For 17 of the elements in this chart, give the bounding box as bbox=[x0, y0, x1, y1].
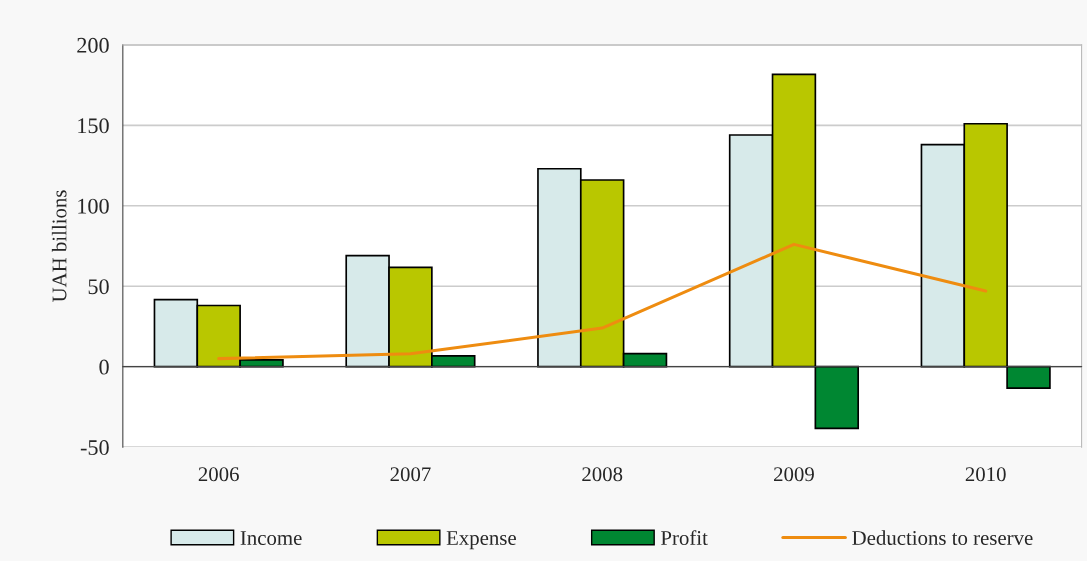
y-tick-label: 150 bbox=[78, 118, 109, 134]
y-axis-title: UAH billions bbox=[51, 190, 67, 302]
line-series bbox=[217, 242, 988, 361]
x-tick-label: 2009 bbox=[774, 467, 814, 482]
y-tick-label: 200 bbox=[77, 37, 109, 53]
y-tick-label: -50 bbox=[80, 440, 109, 456]
legend-label: Income bbox=[240, 531, 302, 546]
legend-label: Profit bbox=[661, 530, 708, 546]
y-tick-label: 100 bbox=[78, 198, 109, 214]
legend-label: Deductions to reserve bbox=[852, 530, 1033, 546]
y-tick-label: 0 bbox=[99, 359, 109, 375]
legend-label: Expense bbox=[446, 531, 516, 550]
x-tick-label: 2006 bbox=[198, 467, 239, 482]
x-tick-label: 2008 bbox=[582, 467, 623, 482]
y-tick-label: 50 bbox=[88, 279, 109, 295]
x-tick-label: 2007 bbox=[390, 467, 431, 482]
x-tick-label: 2010 bbox=[965, 467, 1006, 482]
